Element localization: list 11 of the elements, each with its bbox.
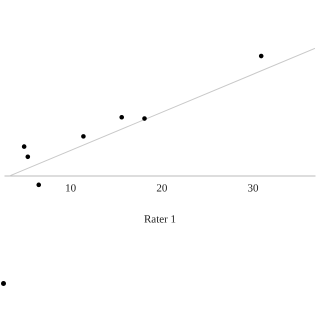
point — [36, 182, 42, 188]
point — [81, 134, 86, 139]
x-tick-label: 20 — [156, 182, 168, 194]
point — [22, 144, 26, 149]
point — [25, 154, 30, 160]
x-axis-title: Rater 1 — [144, 214, 176, 226]
x-tick-label: 10 — [65, 182, 77, 194]
point — [258, 54, 264, 58]
x-tick-label: 30 — [248, 182, 259, 194]
point — [142, 116, 147, 121]
point — [119, 114, 124, 120]
